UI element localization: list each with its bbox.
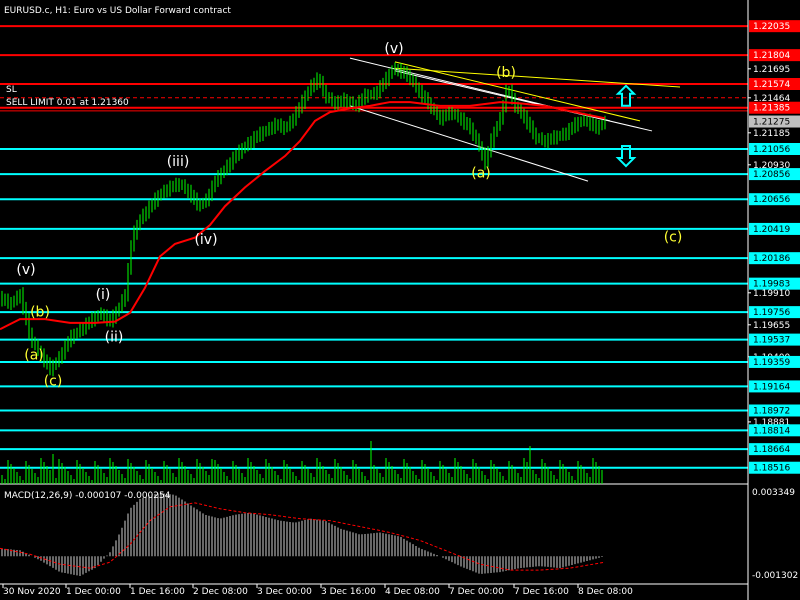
price-tick-label: 1.19359 bbox=[753, 358, 790, 368]
wave-labels: (v)(b)(a)(iii)(iv) (c)(v)(b)(i)(ii)(a)(c) bbox=[16, 41, 682, 390]
price-label-box bbox=[749, 115, 800, 128]
ma-line bbox=[0, 101, 606, 331]
trend-line bbox=[394, 67, 681, 88]
time-label: 3 Dec 16:00 bbox=[321, 587, 376, 597]
wave-label: (b) bbox=[496, 65, 516, 81]
price-label-box bbox=[749, 143, 800, 156]
macd-panel bbox=[0, 493, 606, 577]
price-tick-label: 1.18664 bbox=[753, 445, 790, 455]
price-tick-label: 1.21385 bbox=[753, 104, 790, 114]
price-tick-label: 1.20186 bbox=[753, 254, 790, 264]
down-arrow-icon bbox=[615, 145, 637, 168]
time-label: 1 Dec 16:00 bbox=[130, 587, 185, 597]
price-tick-label: 1.22035 bbox=[753, 22, 790, 32]
channel-line bbox=[349, 105, 589, 182]
price-tick-label: 1.19756 bbox=[753, 308, 790, 318]
sell-limit-label: SELL LIMIT 0.01 at 1.21360 bbox=[6, 98, 129, 108]
macd-bottom-value: -0.001302 bbox=[752, 571, 798, 581]
price-tick-label: 1.21695 bbox=[753, 65, 790, 75]
price-label-box bbox=[749, 78, 800, 91]
wave-label: (a) bbox=[471, 165, 491, 181]
price-candles bbox=[1, 62, 606, 377]
symbol-title: EURUSD.c, H1: Euro vs US Dollar Forward … bbox=[4, 6, 231, 16]
time-label: 2 Dec 08:00 bbox=[193, 587, 248, 597]
time-label: 8 Dec 08:00 bbox=[578, 587, 633, 597]
macd-signal-line bbox=[0, 502, 606, 571]
time-label: 30 Nov 2020 bbox=[3, 587, 61, 597]
wave-label: (v) bbox=[384, 41, 403, 57]
wave-label: (i) bbox=[96, 287, 111, 303]
price-tick-label: 1.20656 bbox=[753, 195, 790, 205]
wave-label: (iv) bbox=[194, 232, 217, 248]
price-label-box bbox=[749, 306, 800, 319]
price-label-box bbox=[749, 252, 800, 265]
wave-label: (a) bbox=[24, 347, 44, 363]
price-tick-label: 1.19910 bbox=[753, 289, 790, 299]
channel-line bbox=[394, 70, 653, 132]
price-axis: 1.22035 1.21804 1.21695 1.21574 1.214641.213… bbox=[748, 20, 800, 474]
price-label-box bbox=[749, 49, 800, 62]
price-label-box bbox=[749, 101, 800, 114]
wave-label: (c) bbox=[664, 229, 683, 245]
price-tick-label: 1.19655 bbox=[753, 321, 790, 331]
price-tick-label: 1.21804 bbox=[753, 51, 790, 61]
price-label-box bbox=[749, 222, 800, 235]
price-tick-label: 1.20930 bbox=[753, 161, 790, 171]
wave-label: (b) bbox=[30, 305, 50, 321]
price-tick-label: 1.18972 bbox=[753, 406, 790, 416]
price-tick-label: 1.19983 bbox=[753, 280, 790, 290]
time-axis: 30 Nov 2020 1 Dec 00:00 1 Dec 16:00 2 Dec 0… bbox=[2, 584, 633, 597]
price-label-box bbox=[749, 333, 800, 346]
price-tick-label: 1.18881 bbox=[753, 418, 790, 428]
price-tick-label: 1.21464 bbox=[753, 94, 790, 104]
moving-average bbox=[0, 101, 606, 331]
wave-label: (iii) bbox=[167, 154, 190, 170]
price-tick-label: 1.21275 bbox=[753, 118, 790, 128]
time-label: 3 Dec 00:00 bbox=[257, 587, 312, 597]
time-label: 4 Dec 08:00 bbox=[385, 587, 440, 597]
time-label: 7 Dec 00:00 bbox=[449, 587, 504, 597]
price-label-box bbox=[749, 20, 800, 33]
volume-bars bbox=[1, 441, 603, 484]
trade-arrows bbox=[615, 84, 637, 168]
price-label-box bbox=[749, 380, 800, 393]
price-label-box bbox=[749, 424, 800, 437]
price-label-box bbox=[749, 443, 800, 456]
price-label-box bbox=[749, 193, 800, 206]
price-tick-label: 1.20419 bbox=[753, 225, 790, 235]
time-label: 7 Dec 16:00 bbox=[514, 587, 569, 597]
price-tick-label: 1.21056 bbox=[753, 145, 790, 155]
price-tick-label: 1.18516 bbox=[753, 464, 790, 474]
price-label-box bbox=[749, 404, 800, 417]
wave-label: (v) bbox=[16, 262, 35, 278]
up-arrow-icon bbox=[615, 84, 637, 107]
price-label-box bbox=[749, 355, 800, 368]
trend-line bbox=[394, 61, 641, 122]
sl-label: SL bbox=[6, 85, 17, 95]
wave-label: (ii) bbox=[105, 330, 124, 346]
price-tick-label: 1.18814 bbox=[753, 426, 790, 436]
price-label-box bbox=[749, 168, 800, 181]
wave-label: (c) bbox=[44, 374, 63, 390]
price-label-box bbox=[749, 277, 800, 290]
price-tick-label: 1.19164 bbox=[753, 382, 790, 392]
macd-top-value: 0.003349 bbox=[752, 488, 795, 498]
price-tick-label: 1.20856 bbox=[753, 170, 790, 180]
macd-label: MACD(12,26,9) -0.000107 -0.000254 bbox=[4, 491, 171, 501]
price-tick-label: 1.19537 bbox=[753, 336, 790, 346]
time-label: 1 Dec 00:00 bbox=[66, 587, 121, 597]
price-label-box bbox=[749, 461, 800, 474]
price-tick-label: 1.21574 bbox=[753, 80, 790, 90]
price-tick-label: 1.21185 bbox=[753, 129, 790, 139]
